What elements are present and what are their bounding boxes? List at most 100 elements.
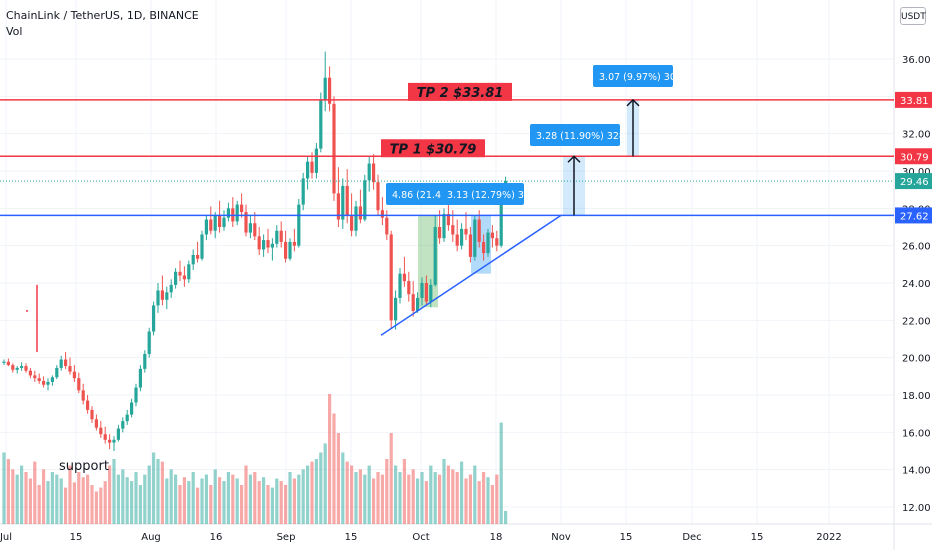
volume-bar [99, 487, 103, 524]
volume-bar [37, 485, 41, 524]
grid [0, 0, 894, 524]
candle-body [323, 77, 327, 101]
volume-bar [451, 469, 455, 524]
candle-body [389, 234, 393, 321]
candle-body [174, 271, 178, 285]
volume-bar [402, 459, 406, 524]
candle-body [464, 228, 468, 235]
volume-bar [464, 478, 468, 524]
volume-bar [341, 452, 345, 524]
candle-body [460, 228, 464, 246]
volume-bar [6, 459, 10, 524]
volume-bar [2, 452, 6, 524]
candle-body [248, 223, 252, 233]
candle-body [376, 182, 380, 211]
candle-body [416, 297, 420, 311]
measure-label-bg[interactable] [593, 65, 673, 87]
candle-body [358, 206, 362, 220]
volume-bar [15, 474, 19, 524]
volume-bar [191, 472, 195, 524]
arrow-head[interactable] [626, 98, 640, 107]
candle-body [354, 206, 358, 231]
candle-body [222, 217, 226, 227]
candle-body [90, 409, 94, 420]
volume-bar [156, 459, 160, 524]
candle-body [94, 419, 98, 428]
measure-label-bg[interactable] [441, 183, 524, 205]
volume-bar [42, 469, 46, 524]
volume-bar [90, 485, 94, 524]
candle-body [81, 390, 85, 401]
candle-body [380, 210, 384, 218]
candle-body [28, 370, 32, 376]
candle-body [235, 204, 239, 222]
volume-bar [407, 474, 411, 524]
price-axis[interactable]: 36.0034.0032.0030.0028.0026.0024.0022.00… [902, 55, 931, 514]
measure-label-text: 3.13 (12.79%) 31 [447, 190, 530, 201]
candle-body [257, 236, 261, 250]
volume-bar [59, 478, 63, 524]
measure-label-bg[interactable] [386, 183, 450, 205]
volume-bar [358, 469, 362, 524]
currency-button[interactable]: USDT [900, 7, 926, 25]
tp-label-bg[interactable] [381, 139, 485, 158]
candle-body [15, 367, 19, 370]
tp-labels[interactable]: TP 2 $33.81 TP 1 $30.79 [381, 82, 512, 158]
volume-bar [270, 487, 274, 524]
volume-bar [116, 474, 120, 524]
candle-body [108, 439, 112, 443]
arrow-head[interactable] [567, 155, 581, 163]
time-tick-label: Jul [0, 532, 12, 543]
candle-body [262, 240, 266, 250]
candle-body [266, 240, 270, 248]
volume-bar [165, 478, 169, 524]
volume-bar [279, 481, 283, 524]
tp-label-bg[interactable] [408, 82, 512, 101]
candle-body [178, 271, 182, 276]
candle-body [402, 273, 406, 282]
candle-body [72, 371, 76, 379]
price-tick-label: 26.00 [902, 242, 931, 253]
target-arrows[interactable] [567, 98, 640, 216]
volume-bar [495, 474, 499, 524]
volume-bar [108, 465, 112, 524]
trend-line[interactable] [380, 214, 562, 336]
candle-body [20, 366, 24, 368]
volume-bar [442, 459, 446, 524]
candle-body [438, 227, 442, 239]
volume-bar [200, 478, 204, 524]
volume-bar [77, 472, 81, 524]
volume-bar [196, 487, 200, 524]
volume-bar [55, 474, 59, 524]
candle-body [213, 215, 217, 231]
volume-bar [262, 477, 266, 524]
volume-indicator-label[interactable]: Vol [6, 25, 23, 38]
candle-body [86, 400, 90, 410]
candle-body [350, 215, 354, 231]
candle-body [490, 232, 494, 239]
measure-label-bg[interactable] [530, 124, 620, 146]
candle-body [116, 428, 120, 440]
measure-labels[interactable]: 4.86 (21.46%) 313.13 (12.79%) 31 3.28 (11… [386, 65, 682, 205]
candle-body [275, 230, 279, 244]
candle-body [209, 219, 213, 231]
measure-label-text: 3.07 (9.97%) 307 [599, 72, 682, 83]
volume-bars [2, 394, 508, 524]
candle-body [33, 375, 37, 379]
volume-bar [411, 469, 415, 524]
candle-body [165, 292, 169, 300]
volume-bar [182, 477, 186, 524]
price-tag-bg [895, 207, 932, 224]
volume-bar [306, 465, 310, 524]
candle-body [473, 219, 477, 257]
volume-bar [292, 478, 296, 524]
price-tick-label: 14.00 [902, 466, 931, 477]
time-tick-label: Aug [141, 532, 161, 543]
volume-bar [244, 465, 248, 524]
candle-body [55, 367, 59, 378]
volume-bar [486, 477, 490, 524]
time-axis[interactable]: Jul 15 Aug 16 Sep 15 Oct 18 Nov 15 Dec 15 2022 [0, 532, 842, 543]
candle-body [244, 212, 248, 233]
